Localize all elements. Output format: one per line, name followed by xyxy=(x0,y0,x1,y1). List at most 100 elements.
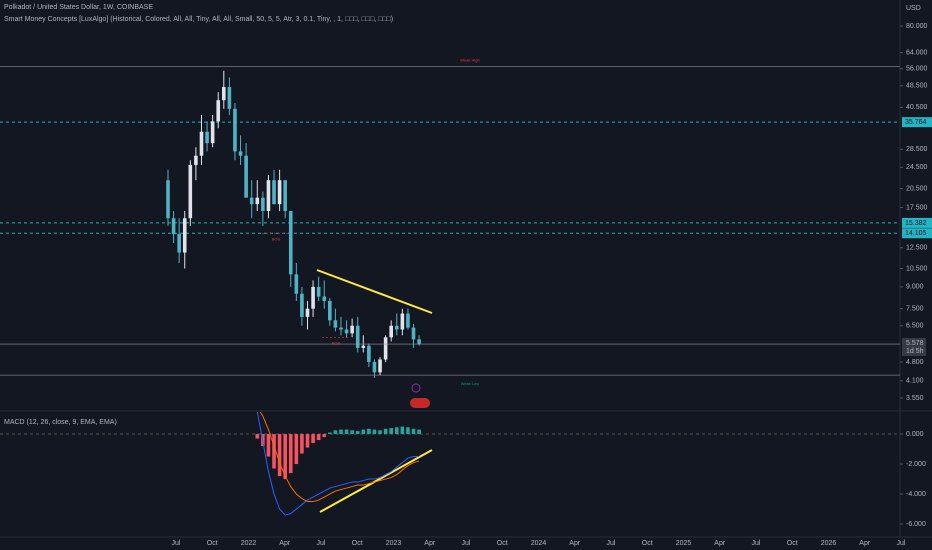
candle-body xyxy=(294,274,299,294)
histogram-bar xyxy=(294,434,299,465)
histogram-bar xyxy=(400,426,405,435)
histogram-bar xyxy=(288,434,293,474)
histogram-bar xyxy=(411,428,416,435)
candle-body xyxy=(311,286,315,309)
histogram-bar xyxy=(333,430,338,435)
y-tick-label: -4.000 xyxy=(906,491,926,498)
histogram-bar xyxy=(339,429,343,435)
candle-body xyxy=(177,234,181,253)
weak-low-label: Weak Low xyxy=(461,381,480,386)
currency: USD xyxy=(906,5,921,12)
x-tick-label: 2022 xyxy=(241,540,257,547)
candle-body xyxy=(344,329,349,334)
y-tick-label: 4.100 xyxy=(906,378,924,385)
histogram-bar xyxy=(255,434,260,439)
histogram-bar xyxy=(322,434,327,438)
y-tick-label: 9.000 xyxy=(906,284,924,291)
candle-body xyxy=(233,108,237,152)
candle-body xyxy=(277,180,282,205)
y-tick-label: 3.550 xyxy=(906,395,924,402)
candle-body xyxy=(394,325,399,330)
candle-body xyxy=(322,296,327,301)
x-tick-label: Jul xyxy=(897,540,906,547)
candle-body xyxy=(378,359,382,373)
level-label: 35.764 xyxy=(905,119,927,126)
event-icon[interactable] xyxy=(410,398,430,408)
y-tick-label: 10.500 xyxy=(906,265,928,272)
candle-body xyxy=(216,100,221,122)
y-tick-label: 4.800 xyxy=(906,359,924,366)
candle-body xyxy=(188,164,193,219)
level-tag xyxy=(902,217,932,228)
candle-body xyxy=(194,155,198,165)
y-tick-label: 40.500 xyxy=(906,104,928,111)
candle-body xyxy=(227,87,232,109)
candle-body xyxy=(350,325,354,334)
histogram-bar xyxy=(283,434,287,480)
trendline xyxy=(316,269,433,314)
y-tick-label: 20.500 xyxy=(906,185,928,192)
candle-body xyxy=(372,361,377,373)
x-tick-label: Oct xyxy=(787,540,798,547)
x-tick-label: Jul xyxy=(752,540,761,547)
level-tag xyxy=(902,228,932,239)
candle-body xyxy=(283,180,287,211)
x-tick-label: Apr xyxy=(859,540,871,547)
event-icon[interactable] xyxy=(411,383,421,393)
level-label: 14.105 xyxy=(905,230,927,237)
candle-body xyxy=(199,131,204,156)
candle-body xyxy=(316,286,321,297)
x-tick-label: Jul xyxy=(462,540,471,547)
macd-line xyxy=(259,412,420,503)
candle-body xyxy=(166,180,170,219)
countdown: 1d 5h xyxy=(906,348,924,355)
candle-body xyxy=(255,197,260,205)
x-tick-label: Oct xyxy=(642,540,653,547)
histogram-bar xyxy=(344,429,349,435)
y-tick-label: 0.000 xyxy=(906,431,924,438)
histogram-bar xyxy=(311,434,315,444)
candle-body xyxy=(339,327,343,330)
histogram-bar xyxy=(272,434,276,469)
candle-body xyxy=(210,121,215,144)
candle-body xyxy=(300,293,304,317)
y-tick-label: 6.500 xyxy=(906,323,924,330)
y-tick-label: 12.500 xyxy=(906,245,928,252)
candle-body xyxy=(400,313,405,330)
x-tick-label: Jul xyxy=(317,540,326,547)
y-tick-label: 17.500 xyxy=(906,204,928,211)
x-tick-label: Jul xyxy=(607,540,616,547)
candle-body xyxy=(249,197,254,205)
bos-label: BOS xyxy=(272,236,281,241)
histogram-bar xyxy=(372,429,377,435)
y-tick-label: -2.000 xyxy=(906,461,926,468)
macd-title: MACD (12, 26, close, 9, EMA, EMA) xyxy=(4,419,117,426)
histogram-bar xyxy=(383,428,388,435)
x-tick-label: 2026 xyxy=(821,540,837,547)
candle-body xyxy=(244,155,248,198)
x-tick-label: 2025 xyxy=(676,540,692,547)
histogram-bar xyxy=(378,430,382,435)
y-tick-label: 48.500 xyxy=(906,83,928,90)
candle-body xyxy=(367,345,371,362)
candle-body xyxy=(333,320,338,328)
candle-body xyxy=(361,345,366,348)
histogram-bar xyxy=(277,434,282,477)
histogram-bar xyxy=(266,434,271,457)
x-tick-label: Oct xyxy=(497,540,508,547)
weak-high-label: Weak High xyxy=(460,58,480,63)
candle-body xyxy=(389,325,393,338)
y-tick-label: 28.500 xyxy=(906,146,928,153)
x-tick-label: Apr xyxy=(424,540,436,547)
y-tick-label: -6.000 xyxy=(906,521,926,528)
x-tick-label: Apr xyxy=(569,540,581,547)
candle-body xyxy=(355,325,360,348)
x-tick-label: Jul xyxy=(172,540,181,547)
level-tag xyxy=(902,117,932,128)
histogram-bar xyxy=(367,428,371,435)
y-tick-label: 80.000 xyxy=(906,23,928,30)
y-tick-label: 64.000 xyxy=(906,50,928,57)
x-tick-label: 2023 xyxy=(386,540,402,547)
